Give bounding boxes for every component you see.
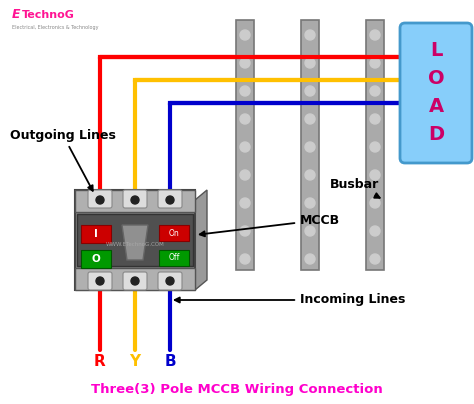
- Circle shape: [240, 86, 250, 96]
- Text: O: O: [428, 69, 444, 88]
- Circle shape: [240, 142, 250, 152]
- Bar: [75, 190, 195, 212]
- Circle shape: [240, 198, 250, 208]
- Circle shape: [370, 198, 380, 208]
- Bar: [301, 20, 319, 270]
- Text: On: On: [169, 229, 179, 238]
- Circle shape: [240, 226, 250, 236]
- Text: E: E: [12, 8, 20, 21]
- Text: Busbar: Busbar: [330, 179, 380, 198]
- Circle shape: [240, 254, 250, 264]
- Text: L: L: [430, 40, 442, 59]
- Polygon shape: [195, 190, 207, 290]
- Circle shape: [370, 170, 380, 180]
- Circle shape: [96, 196, 104, 204]
- Text: Three(3) Pole MCCB Wiring Connection: Three(3) Pole MCCB Wiring Connection: [91, 383, 383, 396]
- Circle shape: [305, 198, 315, 208]
- Bar: [159, 250, 189, 266]
- FancyBboxPatch shape: [123, 272, 147, 290]
- Circle shape: [131, 277, 139, 285]
- Circle shape: [370, 254, 380, 264]
- Circle shape: [370, 30, 380, 40]
- Circle shape: [305, 114, 315, 124]
- Text: Outgoing Lines: Outgoing Lines: [10, 128, 116, 191]
- Circle shape: [370, 86, 380, 96]
- Bar: [366, 20, 384, 270]
- Text: WWW.ETechnoG.COM: WWW.ETechnoG.COM: [106, 242, 164, 248]
- Text: R: R: [94, 354, 106, 370]
- FancyBboxPatch shape: [88, 190, 112, 208]
- Text: Electrical, Electronics & Technology: Electrical, Electronics & Technology: [12, 25, 99, 30]
- Circle shape: [370, 58, 380, 68]
- Text: B: B: [164, 354, 176, 370]
- FancyBboxPatch shape: [158, 190, 182, 208]
- Text: Off: Off: [168, 253, 180, 263]
- Text: A: A: [428, 97, 444, 116]
- Circle shape: [305, 30, 315, 40]
- Polygon shape: [122, 225, 148, 260]
- Circle shape: [305, 142, 315, 152]
- Circle shape: [166, 277, 174, 285]
- Text: MCCB: MCCB: [200, 213, 340, 236]
- Text: I: I: [94, 229, 98, 239]
- Circle shape: [305, 58, 315, 68]
- Bar: [81, 250, 111, 268]
- Text: O: O: [91, 254, 100, 264]
- Bar: [75, 268, 195, 290]
- FancyBboxPatch shape: [400, 23, 472, 163]
- Circle shape: [240, 58, 250, 68]
- FancyBboxPatch shape: [123, 190, 147, 208]
- Circle shape: [96, 277, 104, 285]
- Bar: [236, 20, 254, 270]
- FancyBboxPatch shape: [158, 272, 182, 290]
- Circle shape: [305, 254, 315, 264]
- Bar: [159, 225, 189, 241]
- Circle shape: [166, 196, 174, 204]
- Circle shape: [370, 226, 380, 236]
- Circle shape: [240, 170, 250, 180]
- Circle shape: [240, 30, 250, 40]
- Circle shape: [240, 114, 250, 124]
- FancyBboxPatch shape: [88, 272, 112, 290]
- Circle shape: [305, 86, 315, 96]
- Text: D: D: [428, 124, 444, 143]
- Bar: [77, 214, 193, 266]
- Circle shape: [305, 226, 315, 236]
- Circle shape: [131, 196, 139, 204]
- Text: Incoming Lines: Incoming Lines: [175, 293, 405, 307]
- Bar: [81, 225, 111, 243]
- Circle shape: [370, 114, 380, 124]
- Circle shape: [370, 142, 380, 152]
- Text: Y: Y: [129, 354, 141, 370]
- Text: TechnoG: TechnoG: [22, 10, 75, 20]
- Bar: [75, 190, 195, 290]
- Circle shape: [305, 170, 315, 180]
